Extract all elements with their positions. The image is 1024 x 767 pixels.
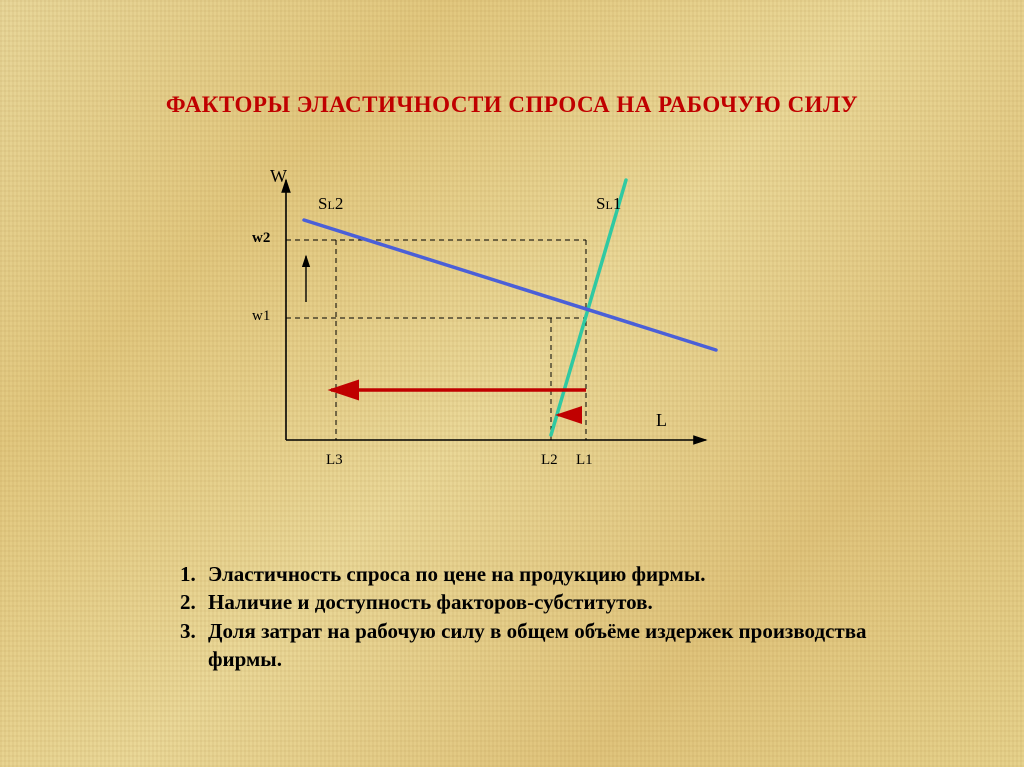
slide-title: ФАКТОРЫ ЭЛАСТИЧНОСТИ СПРОСА НА РАБОЧУЮ С… [0,92,1024,118]
list-item: 1. Эластичность спроса по цене на продук… [180,560,880,588]
factors-list: 1. Эластичность спроса по цене на продук… [180,560,880,673]
ytick-w1: w1 [252,308,270,325]
list-text: Эластичность спроса по цене на продукцию… [208,560,705,588]
x-axis-label: L [656,410,667,431]
list-number: 1. [180,560,208,588]
curve-label-sl2: SL2 [318,194,343,214]
ytick-w2: w2 [252,230,270,247]
list-text: Доля затрат на рабочую силу в общем объё… [208,617,880,674]
xtick-L2: L2 [541,452,558,469]
chart-svg [226,160,746,480]
list-item: 2. Наличие и доступность факторов-субсти… [180,588,880,616]
y-axis-label: W [270,166,287,187]
curve-label-sl1: SL1 [596,194,621,214]
list-item: 3. Доля затрат на рабочую силу в общем о… [180,617,880,674]
list-text: Наличие и доступность факторов-субститут… [208,588,653,616]
elasticity-chart: W L w2 w1 L3 L2 L1 SL2 SL1 [226,160,746,480]
list-number: 2. [180,588,208,616]
list-number: 3. [180,617,208,645]
xtick-L3: L3 [326,452,343,469]
xtick-L1: L1 [576,452,593,469]
